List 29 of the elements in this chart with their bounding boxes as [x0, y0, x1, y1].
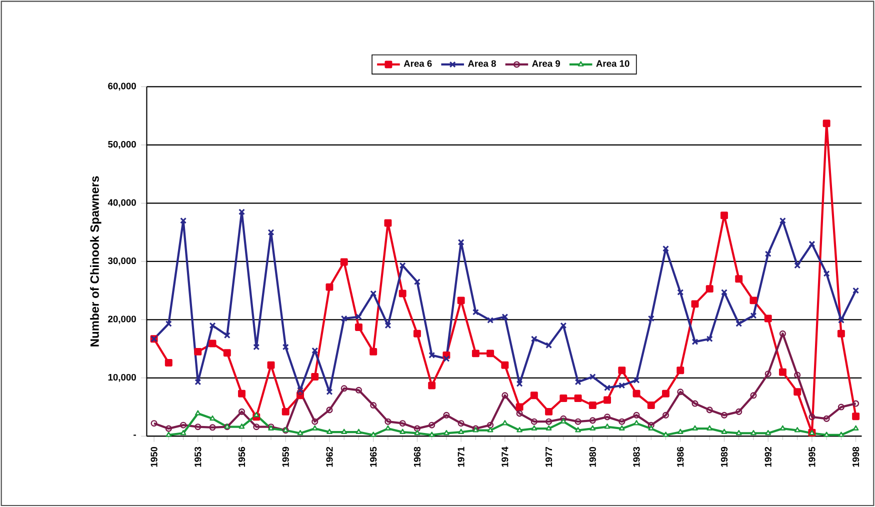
- x-tick-label: 1971: [458, 446, 464, 467]
- x-tick-label: 1980: [589, 447, 596, 467]
- y-tick-label: 10,000: [108, 374, 136, 382]
- x-tick-label: 1956: [238, 446, 246, 467]
- legend-label: Area 10: [596, 60, 630, 67]
- x-tick-label: 1968: [414, 446, 421, 467]
- y-tick-label: 60,000: [108, 82, 136, 91]
- y-tick-label: 30,000: [108, 258, 136, 266]
- x-tick-label: 1962: [326, 447, 333, 467]
- x-tick-label: 1998: [852, 446, 860, 467]
- y-tick-label: 20,000: [108, 316, 136, 324]
- y-tick-label: 40,000: [108, 199, 136, 208]
- x-tick-label: 1965: [370, 446, 377, 467]
- x-tick-label: 1986: [677, 446, 684, 467]
- y-axis-title: Number of Chinook Spawners: [90, 176, 102, 346]
- legend-label: Area 6: [404, 60, 432, 67]
- y-tick-label: -: [134, 434, 136, 436]
- x-tick-label: 1977: [545, 447, 552, 467]
- x-tick-label: 1992: [764, 447, 772, 467]
- x-tick-label: 1953: [194, 446, 202, 467]
- y-tick-label: 50,000: [108, 141, 136, 149]
- x-tick-label: 1989: [720, 447, 728, 467]
- x-tick-label: 1974: [502, 446, 508, 467]
- x-tick-label: 1959: [282, 447, 289, 467]
- x-tick-label: 1950: [150, 447, 158, 467]
- x-tick-label: 1995: [808, 446, 816, 467]
- legend-label: Area 8: [468, 60, 496, 67]
- legend-label: Area 9: [532, 60, 560, 67]
- x-tick-label: 1983: [633, 446, 640, 467]
